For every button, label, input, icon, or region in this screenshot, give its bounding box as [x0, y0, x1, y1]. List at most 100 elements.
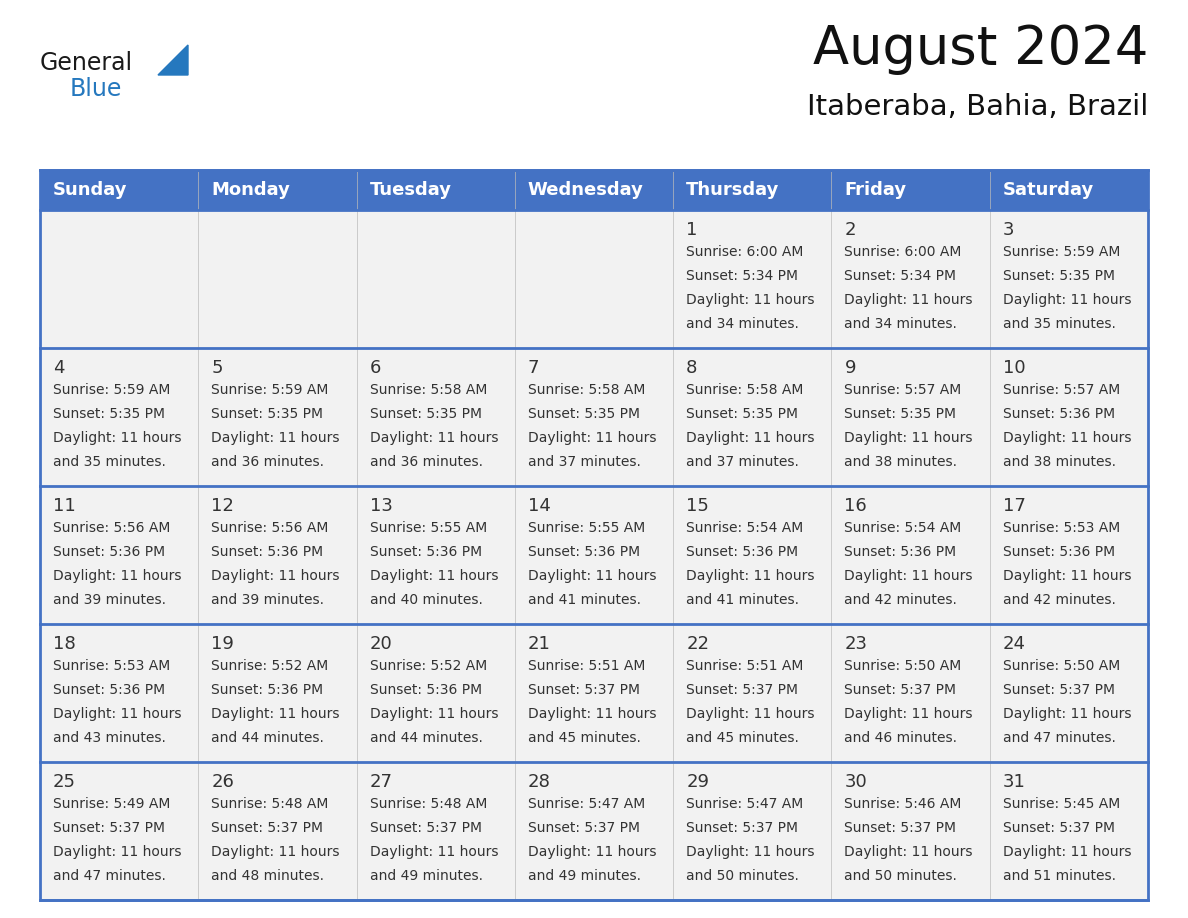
Text: Sunset: 5:36 PM: Sunset: 5:36 PM	[1003, 408, 1114, 421]
Text: Daylight: 11 hours: Daylight: 11 hours	[687, 845, 815, 859]
Text: Sunset: 5:37 PM: Sunset: 5:37 PM	[211, 821, 323, 835]
Text: Daylight: 11 hours: Daylight: 11 hours	[1003, 569, 1131, 583]
Bar	[40, 348, 198, 486]
Text: 22: 22	[687, 635, 709, 653]
Text: 28: 28	[527, 773, 551, 791]
Bar	[674, 624, 832, 762]
Text: 11: 11	[53, 497, 76, 515]
Text: Sunrise: 6:00 AM: Sunrise: 6:00 AM	[845, 245, 962, 259]
Bar	[674, 210, 832, 348]
Bar	[832, 348, 990, 486]
Text: 25: 25	[53, 773, 76, 791]
Text: Daylight: 11 hours: Daylight: 11 hours	[845, 707, 973, 722]
Text: and 42 minutes.: and 42 minutes.	[1003, 593, 1116, 608]
Text: Daylight: 11 hours: Daylight: 11 hours	[845, 845, 973, 859]
Text: Daylight: 11 hours: Daylight: 11 hours	[1003, 293, 1131, 308]
Text: Sunrise: 5:59 AM: Sunrise: 5:59 AM	[211, 383, 329, 397]
Text: Blue: Blue	[70, 77, 122, 101]
Bar	[356, 210, 514, 348]
Text: and 41 minutes.: and 41 minutes.	[687, 593, 800, 608]
Text: and 36 minutes.: and 36 minutes.	[211, 455, 324, 469]
Text: Daylight: 11 hours: Daylight: 11 hours	[527, 431, 656, 445]
Text: 19: 19	[211, 635, 234, 653]
Text: Sunrise: 5:50 AM: Sunrise: 5:50 AM	[845, 659, 961, 673]
Text: Sunset: 5:35 PM: Sunset: 5:35 PM	[687, 408, 798, 421]
Bar	[514, 170, 674, 210]
Bar	[40, 486, 198, 624]
Bar	[674, 762, 832, 900]
Text: Tuesday: Tuesday	[369, 181, 451, 199]
Text: Sunset: 5:37 PM: Sunset: 5:37 PM	[1003, 821, 1114, 835]
Text: Sunset: 5:34 PM: Sunset: 5:34 PM	[845, 269, 956, 283]
Text: Daylight: 11 hours: Daylight: 11 hours	[211, 431, 340, 445]
Bar	[40, 210, 198, 348]
Bar	[198, 486, 356, 624]
Bar	[356, 348, 514, 486]
Text: Daylight: 11 hours: Daylight: 11 hours	[687, 293, 815, 308]
Text: Daylight: 11 hours: Daylight: 11 hours	[687, 707, 815, 722]
Text: Daylight: 11 hours: Daylight: 11 hours	[687, 569, 815, 583]
Text: and 42 minutes.: and 42 minutes.	[845, 593, 958, 608]
Text: Daylight: 11 hours: Daylight: 11 hours	[369, 707, 498, 722]
Text: Sunset: 5:35 PM: Sunset: 5:35 PM	[369, 408, 481, 421]
Text: Sunrise: 5:56 AM: Sunrise: 5:56 AM	[211, 521, 329, 535]
Text: Sunrise: 6:00 AM: Sunrise: 6:00 AM	[687, 245, 803, 259]
Text: Sunrise: 5:55 AM: Sunrise: 5:55 AM	[527, 521, 645, 535]
Text: Sunset: 5:37 PM: Sunset: 5:37 PM	[527, 821, 640, 835]
Text: Sunrise: 5:52 AM: Sunrise: 5:52 AM	[369, 659, 487, 673]
Text: Sunrise: 5:47 AM: Sunrise: 5:47 AM	[527, 797, 645, 811]
Text: Wednesday: Wednesday	[527, 181, 644, 199]
Text: 6: 6	[369, 359, 381, 377]
Text: Daylight: 11 hours: Daylight: 11 hours	[1003, 431, 1131, 445]
Text: 26: 26	[211, 773, 234, 791]
Bar	[198, 624, 356, 762]
Text: Sunset: 5:36 PM: Sunset: 5:36 PM	[211, 683, 323, 697]
Bar	[356, 486, 514, 624]
Text: 2: 2	[845, 221, 855, 239]
Text: and 45 minutes.: and 45 minutes.	[687, 732, 800, 745]
Text: and 37 minutes.: and 37 minutes.	[687, 455, 800, 469]
Text: Sunrise: 5:48 AM: Sunrise: 5:48 AM	[369, 797, 487, 811]
Text: Sunset: 5:37 PM: Sunset: 5:37 PM	[845, 821, 956, 835]
Text: and 37 minutes.: and 37 minutes.	[527, 455, 640, 469]
Text: Daylight: 11 hours: Daylight: 11 hours	[1003, 845, 1131, 859]
Bar	[198, 762, 356, 900]
Text: Daylight: 11 hours: Daylight: 11 hours	[1003, 707, 1131, 722]
Text: Daylight: 11 hours: Daylight: 11 hours	[369, 569, 498, 583]
Text: Sunset: 5:36 PM: Sunset: 5:36 PM	[369, 683, 481, 697]
Text: 31: 31	[1003, 773, 1025, 791]
Text: Sunset: 5:35 PM: Sunset: 5:35 PM	[527, 408, 640, 421]
Text: and 41 minutes.: and 41 minutes.	[527, 593, 640, 608]
Text: and 43 minutes.: and 43 minutes.	[53, 732, 166, 745]
Bar	[990, 624, 1148, 762]
Text: Sunset: 5:35 PM: Sunset: 5:35 PM	[845, 408, 956, 421]
Text: and 34 minutes.: and 34 minutes.	[687, 318, 800, 331]
Bar	[990, 762, 1148, 900]
Bar	[832, 762, 990, 900]
Text: 3: 3	[1003, 221, 1015, 239]
Text: 8: 8	[687, 359, 697, 377]
Text: 14: 14	[527, 497, 551, 515]
Bar	[832, 486, 990, 624]
Text: and 38 minutes.: and 38 minutes.	[1003, 455, 1116, 469]
Text: Saturday: Saturday	[1003, 181, 1094, 199]
Bar	[674, 348, 832, 486]
Text: Daylight: 11 hours: Daylight: 11 hours	[687, 431, 815, 445]
Text: and 48 minutes.: and 48 minutes.	[211, 869, 324, 883]
Bar	[514, 210, 674, 348]
Text: Sunset: 5:36 PM: Sunset: 5:36 PM	[527, 545, 640, 559]
Text: Sunrise: 5:45 AM: Sunrise: 5:45 AM	[1003, 797, 1120, 811]
Text: Sunrise: 5:57 AM: Sunrise: 5:57 AM	[1003, 383, 1120, 397]
Text: Daylight: 11 hours: Daylight: 11 hours	[845, 293, 973, 308]
Text: Friday: Friday	[845, 181, 906, 199]
Text: 4: 4	[53, 359, 64, 377]
Bar	[356, 624, 514, 762]
Text: Daylight: 11 hours: Daylight: 11 hours	[369, 431, 498, 445]
Text: Sunset: 5:37 PM: Sunset: 5:37 PM	[369, 821, 481, 835]
Text: Sunset: 5:37 PM: Sunset: 5:37 PM	[527, 683, 640, 697]
Text: Sunrise: 5:53 AM: Sunrise: 5:53 AM	[53, 659, 170, 673]
Text: and 45 minutes.: and 45 minutes.	[527, 732, 640, 745]
Text: 1: 1	[687, 221, 697, 239]
Text: and 40 minutes.: and 40 minutes.	[369, 593, 482, 608]
Text: Sunrise: 5:56 AM: Sunrise: 5:56 AM	[53, 521, 170, 535]
